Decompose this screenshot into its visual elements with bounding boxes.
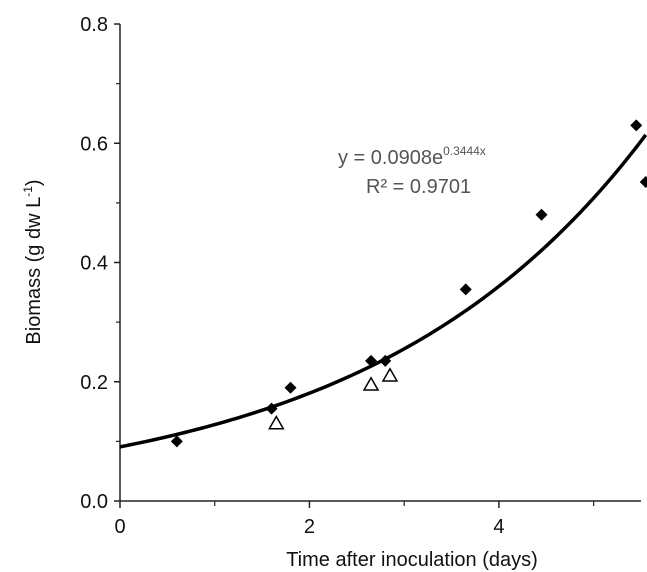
y-tick-label: 0.8 [80, 14, 108, 36]
y-tick-label: 0.2 [80, 372, 108, 394]
data-points [170, 119, 647, 448]
r-squared-label: R² = 0.9701 [366, 176, 471, 198]
data-point-diamond [170, 435, 183, 448]
x-axis-title: Time after inoculation (days) [286, 549, 538, 571]
data-point-diamond [284, 381, 297, 394]
data-point-triangle [381, 367, 399, 382]
y-tick-label: 0.0 [80, 491, 108, 513]
data-point-diamond [459, 283, 472, 296]
axis-ticks [114, 23, 595, 508]
x-tick-label: 0 [114, 516, 125, 538]
x-tick-label: 4 [493, 516, 504, 538]
data-point-diamond [379, 354, 392, 367]
data-point-diamond [630, 119, 643, 132]
y-tick-label: 0.6 [80, 133, 108, 155]
tick-labels: 0.0 0.2 0.4 0.6 0.8 0 2 4 [80, 14, 504, 538]
y-axis-title: Biomass (g dw L-1) [21, 179, 45, 344]
data-point-diamond [365, 354, 378, 367]
data-point-triangle [362, 376, 380, 391]
trendline-equation: y = 0.0908e0.3444x [338, 144, 486, 169]
data-point-diamond [265, 402, 278, 415]
data-point-diamond [535, 208, 548, 221]
x-tick-label: 2 [304, 516, 315, 538]
y-tick-label: 0.4 [80, 253, 108, 275]
data-point-diamond [639, 176, 647, 189]
data-point-triangle [268, 414, 285, 430]
